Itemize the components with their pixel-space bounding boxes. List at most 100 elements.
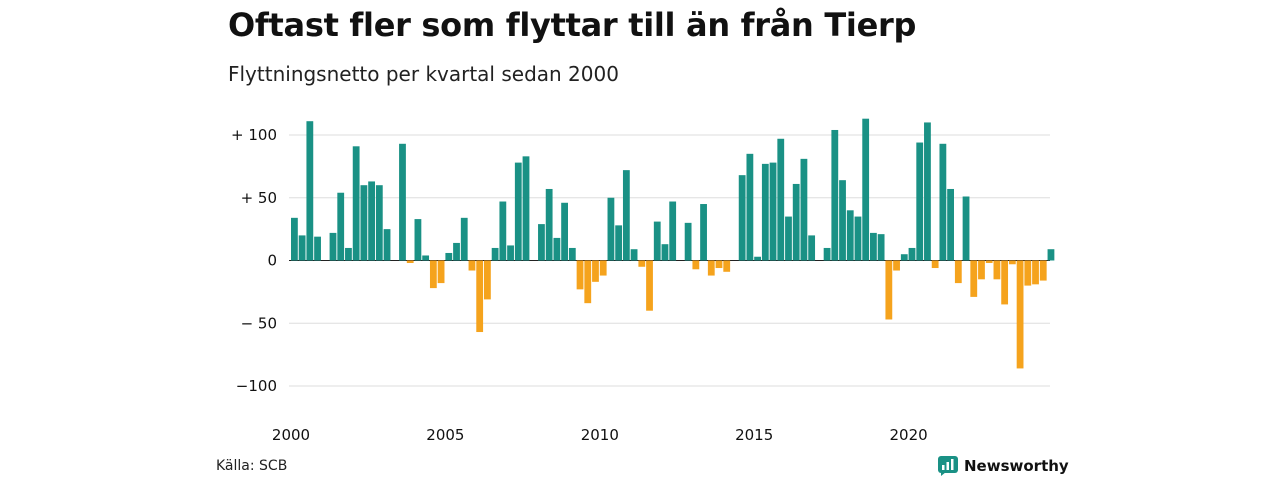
bar <box>522 156 530 261</box>
bar <box>514 162 522 261</box>
y-tick-label: 0 <box>267 252 277 270</box>
bar <box>854 216 862 261</box>
bar <box>437 260 445 284</box>
bar <box>893 260 900 271</box>
bar <box>499 201 507 261</box>
bar <box>568 247 576 261</box>
brand-logo: Newsworthy <box>938 456 1069 476</box>
bar <box>692 260 700 270</box>
bar <box>777 138 785 261</box>
bar <box>985 260 993 264</box>
x-tick-label: 2015 <box>735 426 773 444</box>
x-axis-ticks: 2000 2005 2010 2015 2020 <box>272 426 928 444</box>
bar <box>700 204 707 261</box>
bar <box>337 192 345 261</box>
y-tick-label: −100 <box>236 377 277 395</box>
bar <box>491 247 499 261</box>
bar <box>769 162 777 261</box>
bar <box>738 175 746 261</box>
bar <box>429 260 437 289</box>
bar <box>460 217 468 261</box>
brand-name: Newsworthy <box>964 457 1069 475</box>
bar <box>954 260 962 284</box>
bar <box>831 129 839 261</box>
bar <box>468 260 476 271</box>
chart-subtitle: Flyttningsnetto per kvartal sedan 2000 <box>228 62 619 86</box>
x-tick-label: 2010 <box>581 426 619 444</box>
bar <box>445 252 453 261</box>
bars <box>291 118 1055 369</box>
x-tick-label: 2005 <box>426 426 464 444</box>
bar <box>723 260 731 272</box>
bar <box>978 260 985 280</box>
bar <box>661 244 669 261</box>
source-note: Källa: SCB <box>216 458 288 474</box>
bar <box>885 260 893 320</box>
bar <box>1032 260 1039 285</box>
bar <box>870 232 877 261</box>
bar <box>638 260 646 267</box>
bar <box>345 247 352 261</box>
bar <box>360 185 368 261</box>
bar <box>476 260 484 333</box>
newsworthy-logo-icon <box>938 456 958 476</box>
bar <box>862 118 870 261</box>
bar <box>939 143 947 261</box>
bar <box>298 235 306 261</box>
bar <box>970 260 978 297</box>
x-tick-label: 2000 <box>272 426 310 444</box>
bar <box>422 255 430 261</box>
bar <box>368 181 375 261</box>
bar <box>507 245 514 261</box>
bar <box>484 260 491 300</box>
bar <box>414 219 422 261</box>
bar <box>329 232 337 261</box>
bar <box>375 185 383 261</box>
chart-title: Oftast fler som flyttar till än från Tie… <box>228 6 917 44</box>
bar <box>584 260 592 304</box>
bar <box>622 170 630 261</box>
bar <box>383 229 391 261</box>
bar <box>839 180 846 261</box>
bar <box>576 260 584 290</box>
bar <box>792 183 800 261</box>
bar <box>761 163 769 261</box>
bar <box>808 235 816 261</box>
bar <box>669 201 677 261</box>
y-tick-label: − 50 <box>241 314 277 332</box>
bar <box>707 260 715 276</box>
bar <box>399 143 406 261</box>
bar <box>962 196 970 261</box>
bar <box>561 202 568 261</box>
bar <box>993 260 1001 280</box>
bar <box>1047 249 1055 261</box>
bar <box>538 224 545 261</box>
bar <box>406 260 414 264</box>
bar <box>908 247 916 261</box>
y-tick-label: + 100 <box>231 126 277 144</box>
bar <box>615 225 623 261</box>
bar <box>630 249 638 261</box>
y-tick-label: + 50 <box>241 189 277 207</box>
bar <box>916 142 924 261</box>
bar <box>746 153 754 261</box>
bar <box>823 247 831 261</box>
bar <box>545 188 553 261</box>
bar <box>754 256 761 261</box>
bar <box>931 260 939 269</box>
bar <box>684 222 692 261</box>
bar <box>1024 260 1032 286</box>
bar <box>592 260 599 282</box>
bar <box>800 158 808 261</box>
bar <box>653 221 661 261</box>
bar <box>924 122 931 261</box>
bar <box>1008 260 1016 265</box>
bar <box>1016 260 1024 369</box>
bar <box>785 216 792 261</box>
bar <box>607 197 615 261</box>
bar <box>947 188 954 261</box>
x-tick-label: 2020 <box>890 426 928 444</box>
bar <box>1039 260 1047 281</box>
bar <box>1001 260 1009 305</box>
